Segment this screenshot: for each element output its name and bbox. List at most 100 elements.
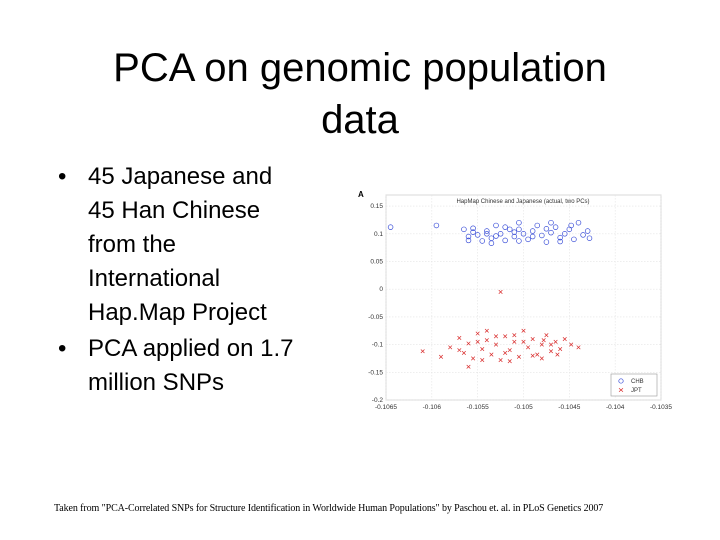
jpt-point bbox=[521, 328, 526, 333]
chb-point bbox=[507, 226, 513, 233]
jpt-point bbox=[530, 337, 535, 342]
jpt-point-stroke bbox=[530, 337, 535, 342]
jpt-point bbox=[420, 349, 425, 354]
y-tick-label: -0.2 bbox=[372, 397, 384, 404]
chb-point bbox=[543, 226, 550, 232]
y-tick-label: -0.1 bbox=[372, 342, 384, 349]
jpt-point-stroke bbox=[516, 354, 521, 359]
jpt-point-stroke bbox=[548, 342, 554, 347]
chb-point bbox=[525, 236, 531, 243]
title-line-2: data bbox=[321, 98, 399, 142]
jpt-point bbox=[484, 328, 489, 333]
pca-scatter-chart: A HapMap Chinese and Japanese (actual, t… bbox=[358, 190, 672, 411]
chb-point bbox=[584, 228, 591, 234]
jpt-point-stroke bbox=[498, 289, 503, 295]
chb-point bbox=[580, 232, 586, 238]
jpt-point bbox=[507, 348, 512, 353]
jpt-point-stroke bbox=[438, 354, 444, 359]
jpt-point-stroke bbox=[555, 352, 560, 357]
jpt-point bbox=[484, 338, 489, 343]
jpt-point-stroke bbox=[466, 364, 471, 369]
jpt-point bbox=[541, 338, 546, 343]
chb-point bbox=[516, 226, 522, 233]
chb-point bbox=[557, 234, 563, 241]
jpt-point bbox=[521, 339, 526, 344]
chb-point bbox=[516, 219, 522, 226]
chb-point bbox=[568, 222, 574, 229]
chb-point bbox=[586, 235, 593, 241]
jpt-point bbox=[512, 339, 517, 344]
chb-point bbox=[552, 224, 559, 230]
jpt-point bbox=[576, 345, 581, 350]
x-tick-label: -0.1045 bbox=[558, 404, 580, 411]
chb-point bbox=[493, 222, 499, 229]
jpt-point bbox=[535, 352, 540, 357]
jpt-point bbox=[553, 339, 558, 344]
jpt-point-stroke bbox=[457, 348, 462, 353]
jpt-point bbox=[475, 331, 480, 336]
jpt-point bbox=[493, 334, 499, 339]
source-caption: Taken from "PCA-Correlated SNPs for Stru… bbox=[54, 503, 604, 514]
jpt-point-stroke bbox=[507, 359, 512, 364]
jpt-point-stroke bbox=[544, 333, 549, 338]
chb-point bbox=[502, 224, 508, 230]
chb-point bbox=[493, 233, 499, 239]
legend-marker-jpt bbox=[618, 387, 624, 393]
jpt-point bbox=[530, 353, 535, 358]
jpt-point bbox=[512, 333, 517, 338]
chb-point bbox=[548, 229, 554, 236]
jpt-point bbox=[480, 346, 485, 352]
jpt-point-stroke bbox=[558, 346, 563, 352]
jpt-point bbox=[457, 348, 462, 353]
chb-point bbox=[488, 240, 495, 246]
legend-label: CHB bbox=[631, 379, 644, 385]
bullet-text: PCA applied on 1.7 million SNPs bbox=[88, 335, 294, 396]
jpt-point-stroke bbox=[461, 350, 466, 355]
chb-point bbox=[529, 228, 536, 234]
jpt-point bbox=[489, 352, 494, 357]
chb-point bbox=[557, 238, 563, 245]
jpt-point bbox=[461, 350, 466, 355]
jpt-point bbox=[544, 333, 549, 338]
jpt-point-stroke bbox=[420, 349, 425, 354]
chb-point bbox=[575, 219, 582, 226]
legend-marker-chb bbox=[618, 378, 624, 384]
jpt-point-stroke bbox=[475, 339, 480, 344]
chb-point bbox=[474, 232, 481, 238]
jpt-point-stroke bbox=[493, 342, 499, 347]
jpt-point-stroke bbox=[498, 358, 503, 363]
chb-point bbox=[539, 232, 545, 239]
jpt-point-stroke bbox=[548, 349, 554, 354]
y-tick-label: 0 bbox=[379, 286, 383, 293]
jpt-point bbox=[480, 358, 485, 363]
chb-point bbox=[484, 228, 490, 234]
y-tick-label: 0.15 bbox=[370, 203, 383, 210]
jpt-point-stroke bbox=[562, 337, 567, 342]
chb-point bbox=[465, 233, 472, 240]
jpt-point bbox=[539, 342, 544, 347]
chb-point bbox=[529, 233, 536, 240]
chb-point bbox=[484, 231, 490, 237]
x-tick-label: -0.105 bbox=[514, 404, 533, 411]
jpt-point bbox=[539, 356, 544, 361]
jpt-point bbox=[526, 345, 531, 350]
jpt-point bbox=[562, 337, 567, 342]
jpt-point-stroke bbox=[569, 342, 574, 347]
jpt-point bbox=[466, 364, 471, 369]
chb-point bbox=[534, 222, 541, 229]
jpt-point-stroke bbox=[526, 345, 531, 350]
chb-point bbox=[516, 238, 522, 244]
jpt-point-stroke bbox=[484, 338, 489, 343]
jpt-point-stroke bbox=[480, 346, 485, 352]
jpt-point-stroke bbox=[475, 331, 480, 336]
jpt-point bbox=[438, 354, 444, 359]
jpt-point-stroke bbox=[480, 358, 485, 363]
chart-title: HapMap Chinese and Japanese (actual, two… bbox=[456, 199, 589, 205]
chb-point bbox=[470, 225, 476, 231]
jpt-point-stroke bbox=[521, 328, 526, 333]
chb-point bbox=[511, 229, 518, 235]
jpt-point-stroke bbox=[539, 342, 544, 347]
jpt-point-stroke bbox=[539, 356, 544, 361]
slide-title: PCA on genomic population data bbox=[0, 42, 720, 146]
y-tick-label: 0.05 bbox=[370, 258, 383, 265]
